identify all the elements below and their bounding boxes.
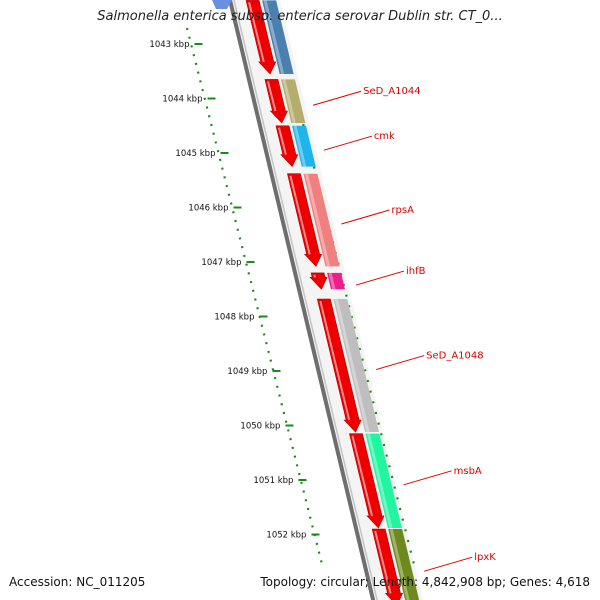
gene-label: ihfB — [406, 266, 426, 277]
ruler-tick-label: 1048 kbp — [214, 313, 254, 323]
orf-highlight — [278, 127, 287, 155]
orf-highlight — [319, 300, 351, 421]
gene-label: msbA — [454, 466, 482, 477]
gene-block-highlight — [282, 79, 296, 124]
gene-block — [327, 272, 345, 290]
accession-text: Accession: NC_011205 — [9, 575, 146, 589]
gene-label: SeD_A1048 — [426, 351, 484, 362]
gene-label: cmk — [374, 131, 395, 142]
orf-highlight — [289, 175, 311, 255]
gene-block-highlight — [263, 0, 285, 75]
ruler-layer: 1043 kbp 1044 kbp 1045 kbp 1046 kbp 1047 kbp… — [149, 27, 417, 569]
gene-block — [262, 0, 294, 74]
backbone-edge — [233, 0, 378, 600]
gene-block-highlight — [293, 125, 307, 167]
gene-label-leader — [355, 270, 405, 286]
gene-label: rpsA — [391, 205, 414, 216]
gene-layer — [212, 0, 420, 600]
ruler-tick-label: 1050 kbp — [240, 422, 280, 432]
gene-label-leader — [375, 355, 425, 371]
map-title: Salmonella enterica subsp. enterica sero… — [97, 9, 503, 24]
gene-block — [291, 125, 316, 167]
gene-block-highlight — [366, 433, 393, 529]
gene-block — [303, 173, 340, 267]
orf-highlight — [374, 530, 392, 594]
gene-label: SeD_A1044 — [363, 86, 421, 97]
gene-block — [388, 529, 420, 600]
ruler-tick-label: 1046 kbp — [188, 204, 228, 214]
orf-highlight — [248, 2, 265, 63]
backbone-line — [227, 0, 376, 600]
gene-label: lpxK — [474, 552, 496, 563]
edge-fragment — [212, 0, 232, 9]
gene-label-leader — [312, 90, 362, 106]
gene-block — [365, 433, 402, 528]
gene-block-highlight — [304, 173, 330, 267]
ruler-tick-label: 1052 kbp — [266, 531, 306, 541]
gene-block — [280, 79, 306, 124]
orf-layer — [245, 0, 403, 600]
gene-label-leader — [424, 556, 473, 572]
gene-label-leader — [403, 470, 452, 486]
gene-block-highlight — [334, 298, 370, 433]
ruler-tick-label: 1049 kbp — [227, 367, 267, 377]
topology-text: Topology: circular; Length: 4,842,908 bp… — [260, 575, 590, 589]
ruler-tick-label: 1045 kbp — [175, 149, 215, 159]
orf-highlight — [266, 81, 277, 112]
gene-block — [333, 299, 380, 433]
ruler-tick-label: 1043 kbp — [149, 40, 189, 50]
gene-block-highlight — [328, 272, 336, 290]
gene-label-leader — [323, 135, 372, 151]
ruler-tick-label: 1047 kbp — [201, 258, 241, 268]
orf-highlight — [313, 274, 317, 278]
ruler-tick-label: 1044 kbp — [162, 95, 202, 105]
ruler-tick-label: 1051 kbp — [253, 476, 293, 486]
gene-block-highlight — [389, 528, 410, 600]
orf-highlight — [351, 435, 374, 517]
gene-label-leader — [341, 209, 390, 225]
